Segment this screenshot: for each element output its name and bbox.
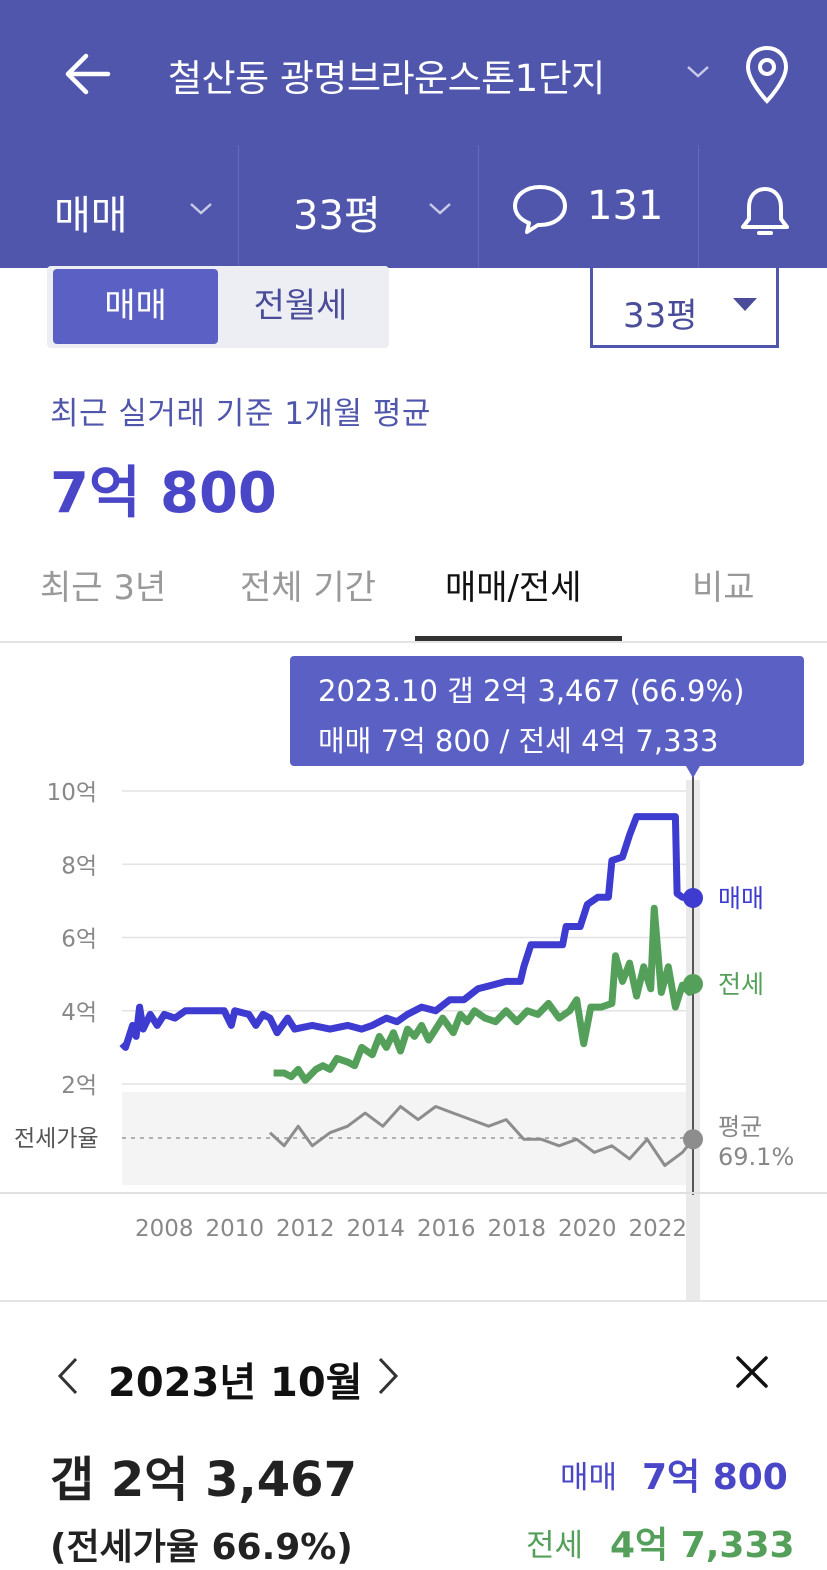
chevron-down-icon: [429, 203, 451, 215]
chevron-down-icon: [190, 203, 212, 215]
comment-count: 131: [587, 183, 664, 229]
location-pin-icon[interactable]: [742, 44, 792, 106]
segment-rent[interactable]: 전월세: [253, 286, 348, 326]
active-tab-indicator: [415, 636, 622, 641]
speech-bubble-icon: [513, 185, 567, 234]
x-tick-label: 2020: [558, 1216, 617, 1242]
chart-divider: [0, 1300, 827, 1302]
avg-end-marker: [683, 1129, 703, 1150]
comments-button[interactable]: 131: [478, 145, 698, 268]
x-tick-label: 2016: [417, 1216, 476, 1242]
tooltip-line2: 매매 7억 800 / 전세 4억 7,333: [318, 724, 719, 758]
size-dropdown-label: 33평: [623, 296, 698, 336]
y-tick-label: 2억: [61, 1073, 97, 1099]
y-tick-label: 6억: [61, 927, 97, 953]
x-tick-label: 2010: [206, 1216, 265, 1242]
tooltip-pointer: [686, 766, 700, 778]
jeonse-label: 전세: [526, 1528, 584, 1564]
detail-month: 2023년 10월: [108, 1360, 363, 1406]
trade-type-label: 매매: [54, 193, 128, 239]
back-arrow-icon[interactable]: [60, 44, 120, 104]
app-header: 철산동 광명브라운스톤1단지 매매 33평 131: [0, 0, 827, 268]
alert-button[interactable]: [698, 145, 827, 268]
sale-end-marker: [683, 887, 703, 908]
complex-title[interactable]: 철산동 광명브라운스톤1단지: [168, 57, 605, 100]
tab-sale-jeonse[interactable]: 매매/전세: [445, 568, 582, 608]
legend-avg-value: 69.1%: [718, 1143, 794, 1171]
chevron-right-icon[interactable]: [372, 1355, 404, 1397]
tooltip-line1: 2023.10 갭 2억 3,467 (66.9%): [318, 674, 745, 708]
chart-tooltip: 2023.10 갭 2억 3,467 (66.9%) 매매 7억 800 / 전…: [290, 656, 804, 766]
jeonse-value: 4억 7,333: [610, 1525, 795, 1566]
y-tick-label: 4억: [61, 1000, 97, 1026]
legend-sale: 매매: [718, 884, 764, 913]
size-select[interactable]: 33평: [238, 145, 478, 268]
sale-label: 매매: [560, 1460, 618, 1496]
bell-icon: [741, 187, 789, 235]
summary-price: 7억 800: [50, 461, 277, 526]
gap-value: 갭 2억 3,467: [50, 1452, 357, 1508]
x-tick-label: 2022: [628, 1216, 687, 1242]
header-filter-row: 매매 33평 131: [0, 145, 827, 268]
header-top-row: 철산동 광명브라운스톤1단지: [0, 0, 827, 145]
x-tick-label: 2014: [347, 1216, 406, 1242]
tab-recent-3y[interactable]: 최근 3년: [40, 568, 167, 608]
x-tick-label: 2008: [135, 1216, 194, 1242]
ratio-label: 전세가율: [14, 1126, 99, 1152]
trade-type-select[interactable]: 매매: [0, 145, 238, 268]
series-jeonse-line: [273, 904, 697, 1084]
jeonse-end-marker: [683, 974, 703, 995]
tab-compare[interactable]: 비교: [692, 568, 755, 608]
segment-sale[interactable]: 매매: [53, 269, 218, 344]
series-sale-line: [119, 813, 694, 1051]
y-tick-label: 10억: [47, 780, 97, 806]
size-label: 33평: [293, 193, 381, 239]
close-icon[interactable]: [732, 1352, 772, 1392]
ratio-band: [122, 1092, 693, 1185]
chevron-down-icon[interactable]: [683, 56, 713, 86]
tabs-divider: [0, 641, 827, 643]
summary-subtitle: 최근 실거래 기준 1개월 평균: [50, 396, 431, 432]
jeonse-ratio: (전세가율 66.9%): [50, 1527, 353, 1568]
size-dropdown[interactable]: 33평: [590, 266, 779, 348]
x-tick-label: 2012: [276, 1216, 335, 1242]
x-tick-label: 2018: [487, 1216, 546, 1242]
tab-all-period[interactable]: 전체 기간: [240, 568, 376, 608]
legend-jeonse: 전세: [718, 970, 764, 999]
sale-value: 7억 800: [642, 1457, 788, 1498]
caret-down-icon: [733, 298, 757, 311]
y-tick-label: 8억: [61, 853, 97, 879]
legend-avg: 평균: [718, 1113, 762, 1141]
series-avg-line: [268, 1105, 695, 1167]
chevron-left-icon[interactable]: [52, 1355, 84, 1397]
